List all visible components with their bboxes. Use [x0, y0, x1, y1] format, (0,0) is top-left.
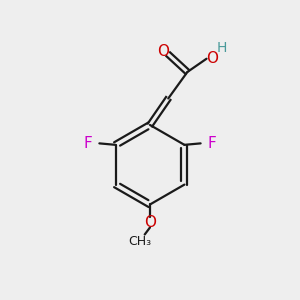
- Text: O: O: [144, 214, 156, 230]
- Text: H: H: [217, 40, 227, 55]
- Text: F: F: [84, 136, 93, 151]
- Text: O: O: [157, 44, 169, 59]
- Text: O: O: [206, 51, 218, 66]
- Text: CH₃: CH₃: [129, 235, 152, 248]
- Text: F: F: [207, 136, 216, 151]
